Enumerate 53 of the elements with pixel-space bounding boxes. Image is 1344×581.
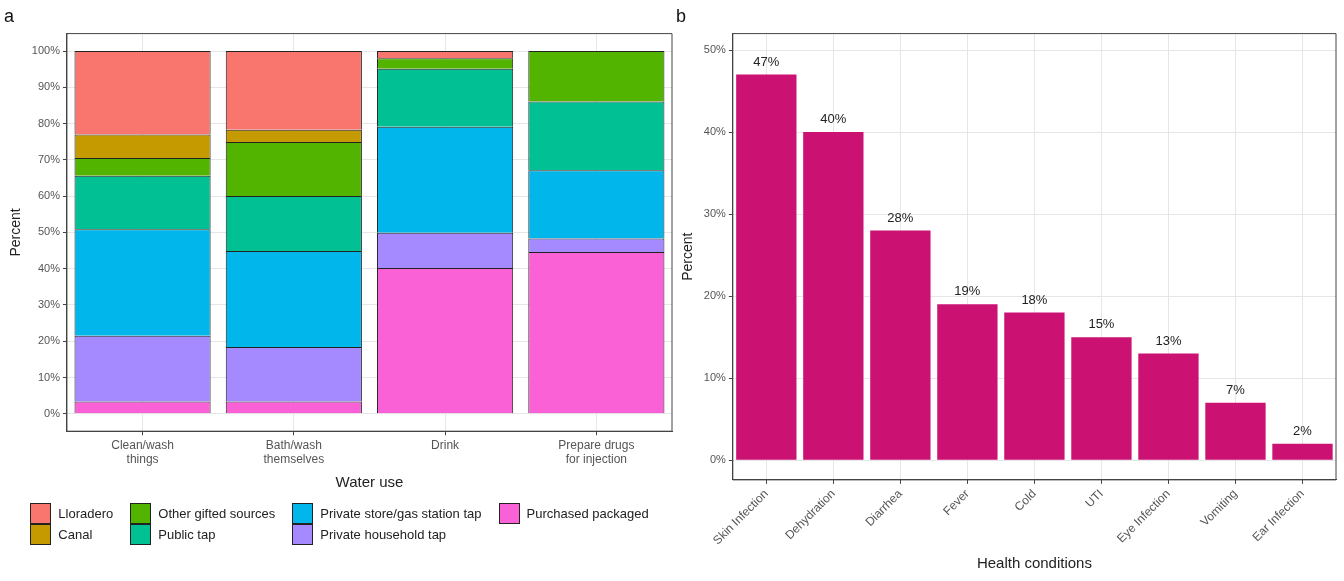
y-tick-label: 50% xyxy=(703,43,727,56)
y-tick-label: 0% xyxy=(709,453,727,466)
bar xyxy=(1205,402,1266,460)
legend-label: Other gifted sources xyxy=(158,506,276,521)
y-tick-label: 100% xyxy=(31,44,61,57)
y-tick-label: 30% xyxy=(37,297,61,310)
bar xyxy=(1138,353,1199,460)
data-label: 7% xyxy=(1226,381,1246,397)
y-tick-label: 40% xyxy=(703,125,727,138)
legend-label: Public tap xyxy=(158,527,216,542)
chart-title: a xyxy=(4,5,15,26)
bar xyxy=(937,304,998,460)
y-tick-label: 60% xyxy=(37,189,61,202)
legend-label: Canal xyxy=(58,527,93,542)
y-tick-label: 30% xyxy=(703,207,727,220)
y-tick-label: 20% xyxy=(703,289,727,302)
x-tick-label: UTI xyxy=(1082,486,1106,511)
legend-label: Purchased packaged xyxy=(526,506,649,521)
x-tick-label: Prepare drugs for injection xyxy=(558,437,635,467)
bar xyxy=(1071,337,1132,460)
data-label: 47% xyxy=(753,53,780,69)
y-axis-title: Percent xyxy=(679,232,696,281)
bar xyxy=(1272,443,1333,460)
y-tick-label: 10% xyxy=(37,370,61,383)
x-tick-label: Drink xyxy=(431,437,461,452)
x-tick-label: Bath/wash themselves xyxy=(263,437,325,467)
y-tick-label: 90% xyxy=(37,80,61,93)
y-tick-label: 50% xyxy=(37,225,61,238)
data-label: 2% xyxy=(1293,422,1313,438)
data-label: 13% xyxy=(1155,332,1182,348)
legend-label: Private store/gas station tap xyxy=(320,506,482,521)
bar xyxy=(870,230,931,460)
y-tick-label: 70% xyxy=(37,152,61,165)
data-label: 15% xyxy=(1088,316,1115,332)
x-axis-title: Health conditions xyxy=(976,554,1092,572)
y-tick-label: 20% xyxy=(37,334,61,347)
x-axis-title: Water use xyxy=(335,473,404,491)
data-label: 18% xyxy=(1021,291,1048,307)
x-tick-label: Clean/wash things xyxy=(111,437,174,467)
data-label: 28% xyxy=(887,209,914,225)
y-tick-label: 80% xyxy=(37,116,61,129)
chart-title: b xyxy=(676,5,687,26)
data-label: 19% xyxy=(954,283,981,299)
y-axis-title: Percent xyxy=(7,208,24,257)
y-tick-label: 40% xyxy=(37,261,61,274)
y-tick-label: 0% xyxy=(44,406,61,419)
y-tick-label: 10% xyxy=(703,371,727,384)
legend-label: Lloradero xyxy=(58,506,114,521)
legend-label: Private household tap xyxy=(320,527,447,542)
data-label: 40% xyxy=(820,111,847,127)
bar xyxy=(1004,312,1065,460)
bar xyxy=(736,74,797,460)
bar xyxy=(803,132,864,460)
